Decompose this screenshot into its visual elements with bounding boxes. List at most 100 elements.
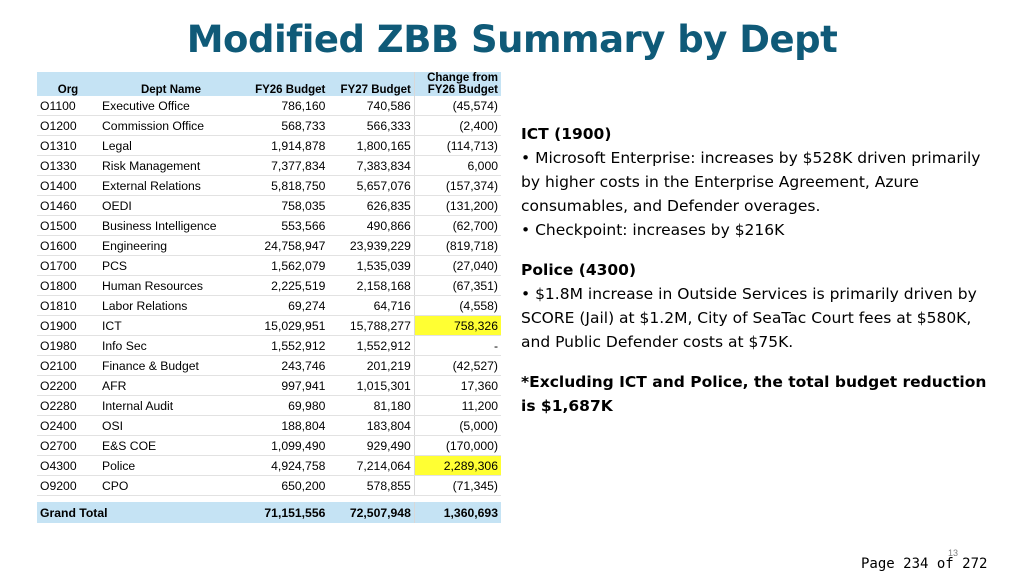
row-change: 11,200 [413,395,501,416]
row-fy26-budget: 1,914,878 [243,135,329,156]
row-dept-name: Police [99,455,243,476]
row-dept-name: PCS [99,255,243,276]
row-fy27-budget: 183,804 [328,415,415,436]
row-change: (4,558) [413,295,501,316]
row-dept-name: Business Intelligence [99,215,243,236]
row-fy26-budget: 568,733 [243,115,329,136]
header-org: Org [37,72,99,96]
row-org: O1330 [37,155,99,176]
table-row: O1400 External Relations 5,818,750 5,657,07… [37,175,501,196]
table-row: O4300 Police 4,924,758 7,214,064 2,289,306 [37,455,501,476]
row-org: O1500 [37,215,99,236]
row-fy27-budget: 1,552,912 [328,335,415,356]
grand-total-fy26: 71,151,556 [243,500,329,523]
grand-total-change: 1,360,693 [413,500,501,523]
row-change: (170,000) [413,435,501,456]
row-change: (157,374) [413,175,501,196]
row-fy27-budget: 81,180 [328,395,415,416]
row-dept-name: ICT [99,315,243,336]
table-row: O1700 PCS 1,562,079 1,535,039 (27,040) [37,255,501,276]
row-dept-name: CPO [99,475,243,496]
row-change: (27,040) [413,255,501,276]
table-header-row: Org Dept Name FY26 Budget FY27 Budget Ch… [37,72,501,96]
row-fy27-budget: 64,716 [328,295,415,316]
row-change: (131,200) [413,195,501,216]
row-fy26-budget: 997,941 [243,375,329,396]
table-row: O1330 Risk Management 7,377,834 7,383,834 6,… [37,155,501,176]
table-row: O1100 Executive Office 786,160 740,586 (45,5… [37,96,501,116]
row-change: (42,527) [413,355,501,376]
row-fy26-budget: 69,274 [243,295,329,316]
table-row: O1200 Commission Office 568,733 566,333 (2,4… [37,115,501,136]
row-dept-name: OEDI [99,195,243,216]
row-fy26-budget: 758,035 [243,195,329,216]
row-fy27-budget: 201,219 [328,355,415,376]
budget-table: Org Dept Name FY26 Budget FY27 Budget Ch… [37,72,501,523]
ict-heading: ICT (1900) [521,125,612,143]
row-change: 17,360 [413,375,501,396]
row-fy27-budget: 23,939,229 [328,235,415,256]
row-fy27-budget: 566,333 [328,115,415,136]
table-row: O2700 E&S COE 1,099,490 929,490 (170,000) [37,435,501,456]
row-fy27-budget: 626,835 [328,195,415,216]
row-fy27-budget: 929,490 [328,435,415,456]
row-change: (45,574) [413,96,501,116]
row-fy27-budget: 2,158,168 [328,275,415,296]
row-fy26-budget: 15,029,951 [243,315,329,336]
row-fy26-budget: 5,818,750 [243,175,329,196]
row-org: O4300 [37,455,99,476]
table-row: O1900 ICT 15,029,951 15,788,277 758,326 [37,315,501,336]
ict-bullet: • Microsoft Enterprise: increases by $52… [521,149,981,215]
row-dept-name: Info Sec [99,335,243,356]
row-org: O1460 [37,195,99,216]
header-dept-name: Dept Name [99,72,243,96]
row-fy27-budget: 490,866 [328,215,415,236]
row-org: O1100 [37,96,99,116]
table-row: O2400 OSI 188,804 183,804 (5,000) [37,415,501,436]
row-fy26-budget: 69,980 [243,395,329,416]
row-dept-name: Finance & Budget [99,355,243,376]
row-org: O1800 [37,275,99,296]
table-row: O2280 Internal Audit 69,980 81,180 11,200 [37,395,501,416]
row-org: O2400 [37,415,99,436]
row-fy27-budget: 578,855 [328,475,415,496]
police-heading: Police (4300) [521,261,637,279]
row-dept-name: Human Resources [99,275,243,296]
row-fy26-budget: 786,160 [243,96,329,116]
row-fy27-budget: 5,657,076 [328,175,415,196]
row-dept-name: Labor Relations [99,295,243,316]
row-dept-name: Legal [99,135,243,156]
table-row: O1310 Legal 1,914,878 1,800,165 (114,713) [37,135,501,156]
slide-title: Modified ZBB Summary by Dept [186,18,838,61]
row-dept-name: OSI [99,415,243,436]
row-change: (71,345) [413,475,501,496]
row-change: - [413,335,501,356]
row-fy27-budget: 1,800,165 [328,135,415,156]
header-fy27-budget: FY27 Budget [328,72,415,96]
row-dept-name: Executive Office [99,96,243,116]
police-bullet: • $1.8M increase in Outside Services is … [521,285,977,351]
row-org: O1810 [37,295,99,316]
row-change: 758,326 [413,315,501,336]
row-fy26-budget: 7,377,834 [243,155,329,176]
summary-note: *Excluding ICT and Police, the total bud… [521,373,987,415]
grand-total-row: Grand Total 71,151,556 72,507,948 1,360,… [37,500,501,523]
table-row: O2200 AFR 997,941 1,015,301 17,360 [37,375,501,396]
row-fy27-budget: 7,383,834 [328,155,415,176]
row-dept-name: Engineering [99,235,243,256]
row-fy26-budget: 188,804 [243,415,329,436]
grand-total-fy27: 72,507,948 [328,500,415,523]
row-dept-name: Internal Audit [99,395,243,416]
row-fy27-budget: 15,788,277 [328,315,415,336]
slide-number: 13 [948,548,959,558]
table-row: O1600 Engineering 24,758,947 23,939,229 (819… [37,235,501,256]
row-fy27-budget: 1,535,039 [328,255,415,276]
table-row: O1800 Human Resources 2,225,519 2,158,168 (6… [37,275,501,296]
header-change: Change from FY26 Budget [413,72,501,96]
table-row: O1980 Info Sec 1,552,912 1,552,912- [37,335,501,356]
row-dept-name: Risk Management [99,155,243,176]
notes-panel: ICT (1900) • Microsoft Enterprise: incre… [521,122,991,418]
row-change: (114,713) [413,135,501,156]
row-change: (819,718) [413,235,501,256]
row-dept-name: Commission Office [99,115,243,136]
